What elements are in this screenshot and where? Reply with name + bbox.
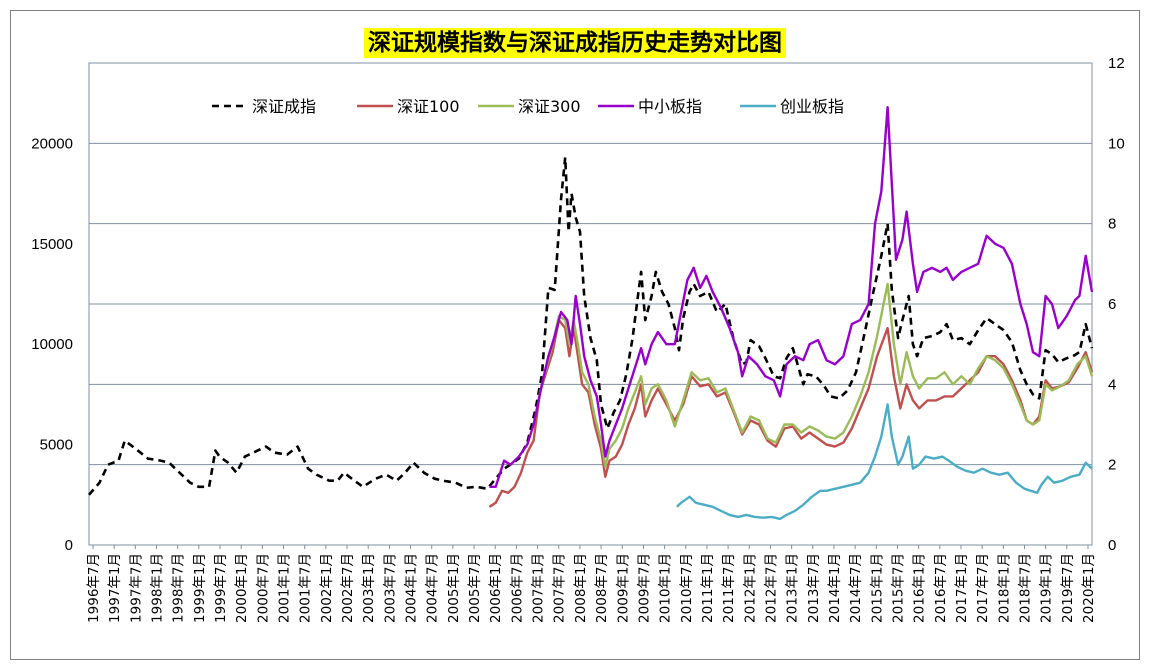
x-tick-label: 2011年7月: [721, 553, 737, 623]
x-tick-label: 1998年7月: [171, 553, 187, 623]
x-tick-label: 2001年1月: [277, 553, 293, 623]
x-tick-label: 2004年1月: [404, 553, 420, 623]
left-y-tick-label: 20000: [31, 135, 73, 152]
x-tick-label: 2017年1月: [954, 553, 970, 623]
x-tick-label: 2000年7月: [255, 553, 271, 623]
x-tick-label: 2014年1月: [827, 553, 843, 623]
x-tick-label: 2016年7月: [933, 553, 949, 623]
x-tick-label: 1999年1月: [192, 553, 208, 623]
x-tick-label: 2019年7月: [1060, 553, 1076, 623]
x-tick-label: 1997年7月: [128, 553, 144, 623]
left-y-tick-label: 5000: [40, 437, 73, 454]
x-tick-label: 2005年7月: [467, 553, 483, 623]
x-tick-label: 2009年7月: [636, 553, 652, 623]
x-tick-label: 2011年1月: [700, 553, 716, 623]
chart-title-text: 深证规模指数与深证成指历史走势对比图: [364, 28, 786, 58]
x-tick-label: 2002年1月: [319, 553, 335, 623]
series-line: [488, 318, 1094, 508]
x-tick-label: 2018年1月: [996, 553, 1012, 623]
x-tick-label: 1997年1月: [107, 553, 123, 623]
x-tick-label: 1996年7月: [86, 553, 102, 623]
left-y-tick-label: 0: [65, 537, 73, 554]
x-tick-label: 2013年1月: [785, 553, 801, 623]
legend-label: 深证100: [397, 97, 460, 116]
series-line: [489, 106, 1094, 488]
legend-label: 中小板指: [638, 97, 702, 116]
x-tick-label: 2008年1月: [573, 553, 589, 623]
x-tick-label: 2006年1月: [488, 553, 504, 623]
x-tick-label: 2018年7月: [1017, 553, 1033, 623]
right-y-tick-label: 4: [1108, 376, 1116, 393]
x-tick-label: 2004年7月: [425, 553, 441, 623]
right-y-tick-label: 2: [1108, 457, 1116, 474]
series-line: [88, 156, 1094, 496]
x-tick-label: 2008年7月: [594, 553, 610, 623]
x-tick-label: 2016年1月: [912, 553, 928, 623]
right-y-tick-label: 10: [1108, 135, 1125, 152]
x-tick-label: 2005年1月: [446, 553, 462, 623]
x-tick-label: 2003年7月: [382, 553, 398, 623]
x-tick-label: 2007年1月: [531, 553, 547, 623]
plot-area-border: [88, 62, 1093, 546]
legend-label: 创业板指: [780, 97, 844, 116]
x-tick-label: 2010年1月: [658, 553, 674, 623]
x-tick-label: 2019年1月: [1039, 553, 1055, 623]
x-tick-label: 2014年7月: [848, 553, 864, 623]
x-tick-label: 2015年1月: [869, 553, 885, 623]
series-line: [538, 282, 1094, 468]
x-tick-label: 2017年7月: [975, 553, 991, 623]
x-tick-label: 1999年7月: [213, 553, 229, 623]
series-line: [676, 403, 1093, 521]
x-tick-label: 2012年1月: [742, 553, 758, 623]
x-tick-label: 2020年1月: [1081, 553, 1097, 623]
x-tick-label: 2015年7月: [890, 553, 906, 623]
right-y-tick-label: 0: [1108, 537, 1116, 554]
x-tick-label: 2001年7月: [298, 553, 314, 623]
x-tick-label: 2003年1月: [361, 553, 377, 623]
left-y-tick-label: 15000: [31, 236, 73, 253]
chart-title: 深证规模指数与深证成指历史走势对比图: [0, 23, 1150, 58]
x-tick-label: 2009年1月: [615, 553, 631, 623]
x-tick-label: 2013年7月: [806, 553, 822, 623]
legend-label: 深证300: [518, 97, 581, 116]
x-tick-label: 1998年1月: [150, 553, 166, 623]
right-y-tick-label: 12: [1108, 55, 1125, 72]
x-tick-label: 2007年7月: [552, 553, 568, 623]
right-y-tick-label: 8: [1108, 216, 1116, 233]
right-y-tick-label: 6: [1108, 296, 1116, 313]
legend-label: 深证成指: [252, 97, 316, 116]
x-tick-label: 2012年7月: [763, 553, 779, 623]
left-y-tick-label: 10000: [31, 336, 73, 353]
x-tick-label: 2006年7月: [509, 553, 525, 623]
x-tick-label: 2010年7月: [679, 553, 695, 623]
x-tick-label: 2000年1月: [234, 553, 250, 623]
x-tick-label: 2002年7月: [340, 553, 356, 623]
